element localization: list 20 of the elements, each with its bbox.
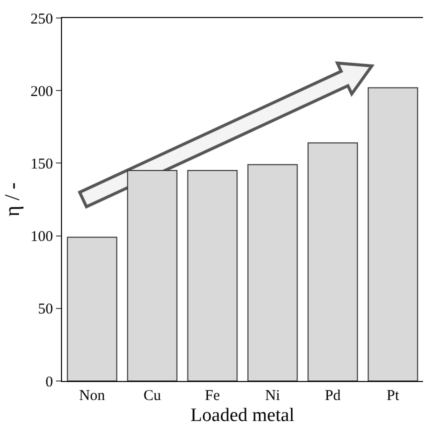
y-tick-label: 200 <box>30 84 53 100</box>
y-tick-label: 250 <box>30 11 53 28</box>
x-tick-label: Ni <box>265 388 280 404</box>
bar <box>66 236 118 381</box>
bar <box>368 87 418 381</box>
y-tick-label: 50 <box>38 302 53 318</box>
bar <box>127 170 178 381</box>
x-axis-title: Loaded metal <box>190 404 294 426</box>
bar <box>247 164 298 381</box>
x-tick-label: Non <box>79 388 106 404</box>
bar <box>187 170 238 381</box>
y-tick-label: 0 <box>46 374 53 390</box>
x-tick-label: Cu <box>143 388 162 404</box>
y-axis-title: η / - <box>0 182 24 217</box>
x-tick-label: Fe <box>204 388 220 404</box>
bar <box>308 142 358 381</box>
y-tick-label: 150 <box>30 156 53 172</box>
y-tick-label: 100 <box>30 229 53 246</box>
x-tick-label: Pd <box>324 388 342 404</box>
x-tick-label: Pt <box>386 388 400 404</box>
